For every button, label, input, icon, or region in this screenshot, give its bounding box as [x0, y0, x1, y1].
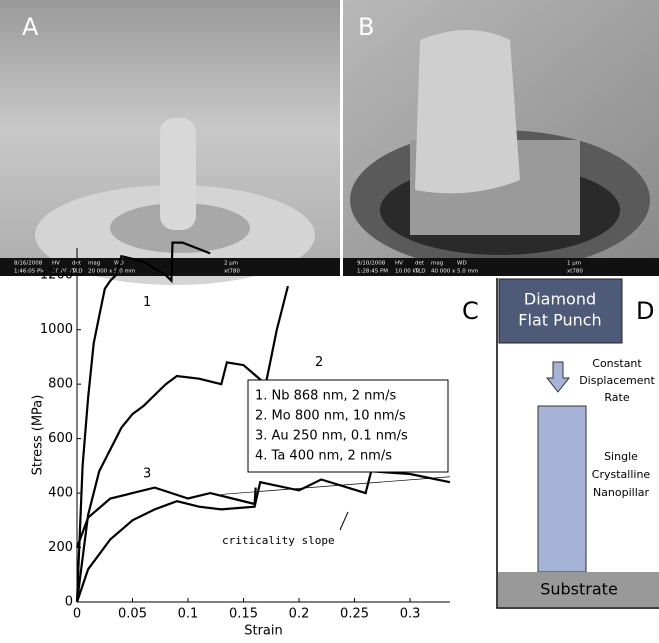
pillar-label: Crystalline: [592, 468, 651, 481]
panel-label: C: [462, 297, 479, 325]
panel-label: B: [358, 13, 374, 41]
rate-label: Rate: [604, 391, 629, 404]
sem-image-a: [0, 0, 340, 285]
legend-entry: 1. Nb 868 nm, 2 nm/s: [255, 389, 396, 404]
legend-entry: 4. Ta 400 nm, 2 nm/s: [255, 449, 392, 464]
y-axis-label: Stress (MPa): [31, 395, 46, 476]
rate-label: Displacement: [579, 374, 655, 387]
sem-image-b: [343, 0, 659, 276]
sem-info: det: [415, 261, 425, 267]
sem-info: HV: [52, 261, 60, 267]
y-tick-label: 400: [48, 486, 73, 501]
sem-info: mag: [88, 261, 100, 267]
sem-info: 1:28:45 PM: [357, 269, 388, 275]
sem-info: 20 000 x: [88, 269, 113, 275]
punch-label: Flat Punch: [518, 311, 601, 330]
annotation: criticality slope: [222, 534, 335, 547]
pillar-label: Single: [604, 450, 638, 463]
sem-info: 9/10/2008: [357, 261, 386, 267]
y-tick-label: 200: [48, 540, 73, 555]
sem-info: xt780: [224, 269, 240, 275]
x-tick-label: 0.15: [229, 607, 258, 622]
sem-info: xt780: [567, 269, 583, 275]
sem-info: TLD: [414, 269, 426, 275]
pillar-label: Nanopillar: [593, 486, 650, 499]
sem-info: 2 µm: [224, 261, 238, 267]
x-tick-label: 0.25: [340, 607, 369, 622]
y-tick-label: 600: [48, 431, 73, 446]
y-tick-label: 800: [48, 377, 73, 392]
panel-label: D: [636, 297, 654, 325]
rate-label: Constant: [592, 357, 642, 370]
y-tick-label: 1000: [40, 322, 73, 337]
curve-label: 2: [315, 355, 323, 370]
sem-info: 1 µm: [567, 261, 581, 267]
legend-entry: 3. Au 250 nm, 0.1 nm/s: [255, 429, 408, 444]
x-tick-label: 0.2: [289, 607, 310, 622]
figure: A B C D 8/16/20081:46:05 PMHV10.00 kVdet…: [0, 0, 659, 639]
curve-label: 3: [143, 467, 151, 482]
substrate-label: Substrate: [540, 580, 618, 599]
x-tick-label: 0: [73, 607, 81, 622]
sem-info: WD: [457, 261, 467, 267]
annotation-arrow: [340, 512, 348, 530]
legend-entry: 2. Mo 800 nm, 10 nm/s: [255, 409, 406, 424]
sem-info: 40 000 x: [431, 269, 456, 275]
x-tick-label: 0.3: [400, 607, 421, 622]
y-tick-label: 1200: [40, 268, 73, 283]
sem-info: 8/16/2008: [14, 261, 43, 267]
sem-info: 5.0 mm: [457, 269, 478, 275]
panel-label: A: [22, 13, 39, 41]
y-tick-label: 0: [65, 595, 73, 610]
x-tick-label: 0.05: [118, 607, 147, 622]
x-tick-label: 0.1: [178, 607, 199, 622]
curve-label: 1: [143, 295, 151, 310]
sem-info: mag: [431, 261, 443, 267]
punch-label: Diamond: [524, 290, 596, 309]
sem-info: HV: [395, 261, 403, 267]
x-axis-label: Strain: [244, 624, 283, 639]
